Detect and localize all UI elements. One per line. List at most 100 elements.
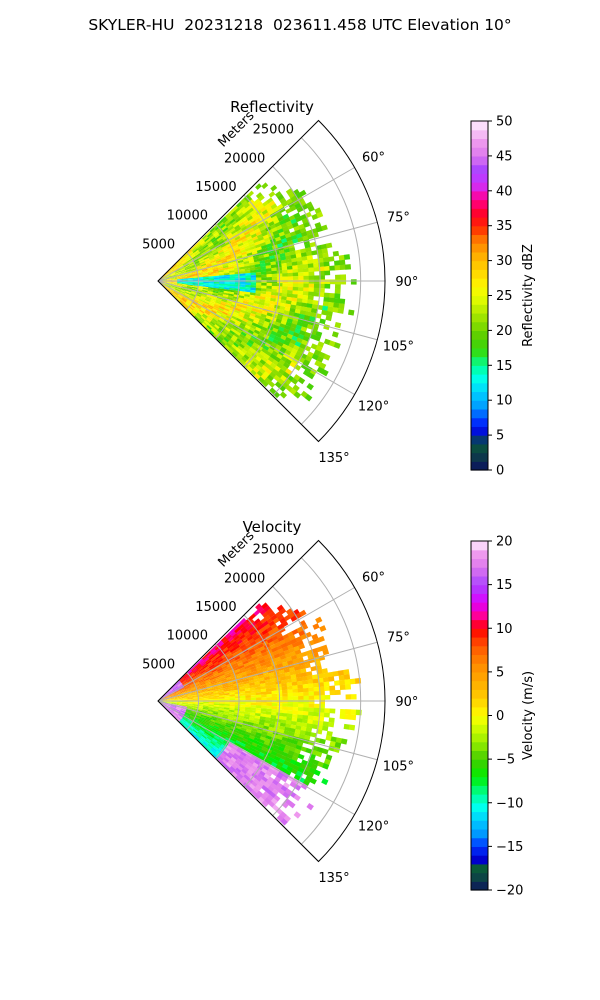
colorbar-segment [471, 549, 488, 560]
colorbar-segment [471, 435, 488, 445]
colorbar-segment [471, 820, 488, 830]
reflectivity-panel: Reflectivity500010000150002000025000Mete… [142, 98, 536, 479]
colorbar-segment [471, 278, 488, 288]
colorbar-segment [471, 138, 488, 148]
colorbar-segment [471, 558, 488, 568]
azimuth-tick-label: 135° [318, 451, 349, 466]
colorbar-segment [471, 837, 488, 847]
colorbar-segment [471, 382, 488, 393]
colorbar-tick-label: 35 [496, 219, 513, 234]
colorbar-segment [471, 321, 488, 331]
colorbar-segment [471, 671, 488, 682]
colorbar-segment [471, 846, 488, 856]
colorbar-segment [471, 330, 488, 340]
colorbar-segment [471, 312, 488, 323]
colorbar-segment [471, 129, 488, 140]
colorbar-segment [471, 541, 488, 551]
azimuth-tick-label: 90° [395, 275, 418, 290]
colorbar-segment [471, 872, 488, 882]
range-tick-label: 20000 [224, 151, 265, 166]
colorbar-segment [471, 347, 488, 358]
colorbar-segment [471, 234, 488, 244]
colorbar-segment [471, 567, 488, 577]
colorbar-tick-label: 15 [496, 578, 513, 593]
colorbar-tick-label: −10 [496, 796, 523, 811]
colorbar-segment [471, 295, 488, 305]
colorbar-tick-label: 15 [496, 359, 513, 374]
colorbar-segment [471, 243, 488, 253]
colorbar-label: Velocity (m/s) [521, 671, 536, 760]
azimuth-tick-label: 105° [383, 759, 414, 774]
colorbar-segment [471, 724, 488, 734]
colorbar-tick-label: 50 [496, 115, 513, 130]
panel-title: Reflectivity [230, 98, 314, 116]
colorbar-segment [471, 155, 488, 166]
colorbar-segment [471, 391, 488, 401]
colorbar-segment [471, 663, 488, 673]
colorbar-segment [471, 628, 488, 638]
range-tick-label: 10000 [167, 629, 208, 644]
colorbar-segment [471, 147, 488, 157]
azimuth-spoke [157, 280, 378, 341]
colorbar-segment [471, 190, 488, 201]
colorbar-segment [471, 365, 488, 375]
colorbar-tick-label: 0 [496, 709, 504, 724]
colorbar-segment [471, 732, 488, 743]
colorbar-tick-label: 10 [496, 394, 513, 409]
colorbar-tick-label: 10 [496, 622, 513, 637]
azimuth-tick-label: 60° [362, 571, 385, 586]
polar-frame [157, 119, 386, 443]
colorbar-segment [471, 251, 488, 262]
azimuth-tick-label: 135° [318, 871, 349, 886]
colorbar-segment [471, 452, 488, 462]
figure-title: SKYLER-HU 20231218 023611.458 UTC Elevat… [88, 16, 512, 34]
radial-axis-label: Meters [216, 528, 258, 570]
colorbar-segment [471, 619, 488, 629]
colorbar-segment [471, 164, 488, 174]
colorbar-tick-label: 25 [496, 289, 513, 304]
colorbar-tick-label: −20 [496, 884, 523, 899]
colorbar-segment [471, 715, 488, 725]
colorbar-segment [471, 802, 488, 813]
colorbar-segment [471, 199, 488, 209]
colorbar-segment [471, 741, 488, 751]
colorbar-segment [471, 689, 488, 699]
colorbar-tick-label: 30 [496, 254, 513, 269]
colorbar-segment [471, 121, 488, 131]
range-tick-label: 5000 [142, 237, 175, 252]
colorbar-segment [471, 304, 488, 314]
colorbar-segment [471, 426, 488, 436]
colorbar-tick-label: 5 [496, 665, 504, 680]
azimuth-tick-label: 60° [362, 151, 385, 166]
range-tick-label: 5000 [142, 657, 175, 672]
colorbar-segment [471, 881, 488, 891]
colorbar-tick-label: 20 [496, 324, 513, 339]
colorbar-segment [471, 602, 488, 612]
colorbar-label: Reflectivity dBZ [521, 244, 536, 347]
colorbar-segment [471, 750, 488, 760]
azimuth-spoke [157, 641, 378, 702]
colorbar-segment [471, 173, 488, 183]
colorbar-segment [471, 374, 488, 384]
range-tick-label: 20000 [224, 571, 265, 586]
azimuth-spoke [157, 700, 355, 815]
colorbar-segment [471, 356, 488, 366]
azimuth-tick-label: 120° [358, 819, 389, 834]
azimuth-spoke [157, 167, 355, 282]
colorbar-segment [471, 794, 488, 804]
colorbar-segment [471, 461, 488, 471]
colorbar-segment [471, 593, 488, 603]
colorbar-segment [471, 776, 488, 786]
colorbar-segment [471, 706, 488, 717]
colorbar-tick-label: 0 [496, 464, 504, 479]
range-tick-label: 25000 [253, 543, 294, 558]
azimuth-spoke [157, 700, 378, 761]
colorbar-segment [471, 182, 488, 192]
colorbar-segment [471, 811, 488, 821]
colorbar-segment [471, 216, 488, 227]
range-tick-label: 15000 [195, 180, 236, 195]
colorbar-tick-label: 5 [496, 429, 504, 444]
azimuth-spoke [157, 221, 378, 282]
colorbar-segment [471, 680, 488, 690]
